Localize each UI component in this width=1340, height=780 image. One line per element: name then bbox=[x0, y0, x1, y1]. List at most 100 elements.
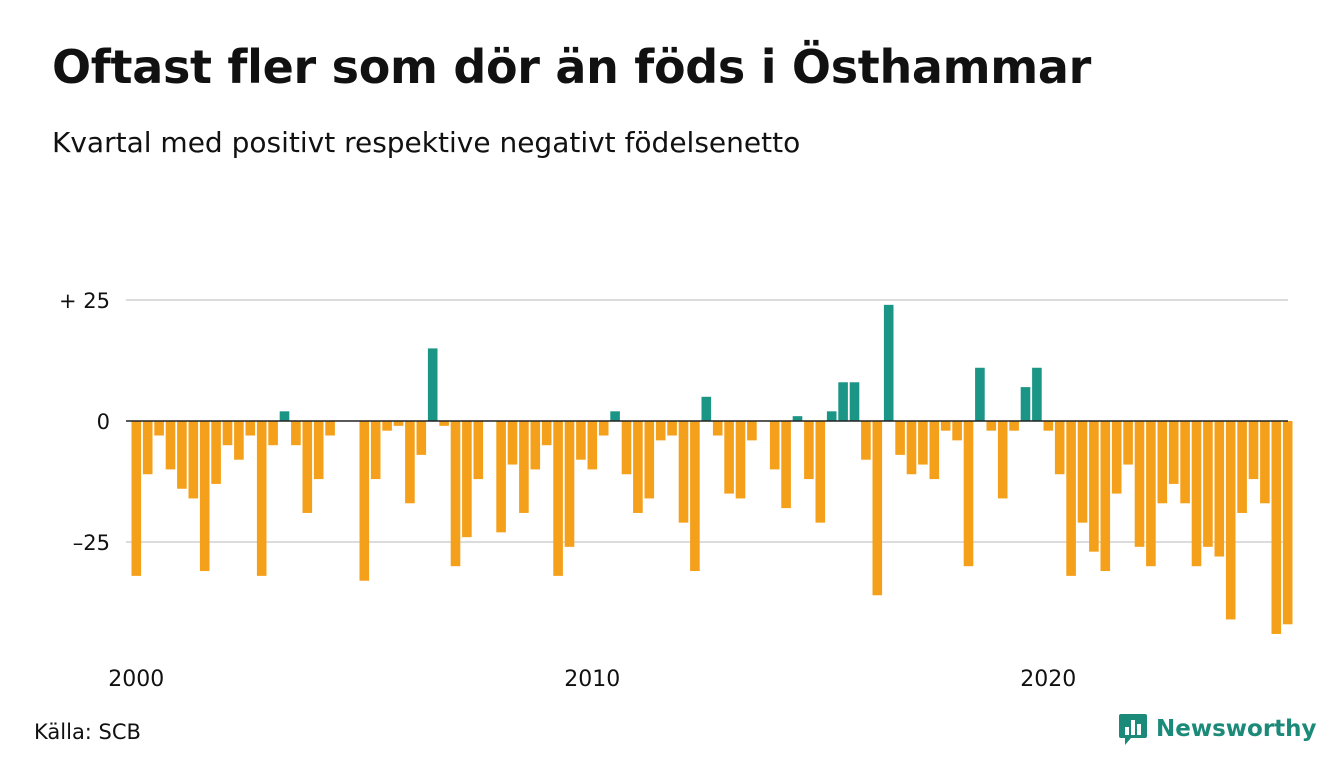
y-tick-label: + 25 bbox=[59, 289, 110, 313]
bar-negative bbox=[1123, 421, 1133, 465]
bar-positive bbox=[975, 367, 985, 421]
bar-negative bbox=[1111, 421, 1122, 494]
bar-negative bbox=[861, 421, 871, 460]
bar-negative bbox=[188, 421, 199, 499]
bar-negative bbox=[952, 421, 962, 441]
chart-title: Oftast fler som dör än föds i Östhammar bbox=[52, 40, 1092, 94]
bar-negative bbox=[1214, 421, 1225, 557]
bar-negative bbox=[598, 421, 609, 436]
bar-negative bbox=[564, 421, 575, 547]
bar-negative bbox=[1157, 421, 1168, 504]
bar-negative bbox=[735, 421, 746, 499]
bar-negative bbox=[359, 421, 370, 581]
bar-negative bbox=[633, 421, 643, 513]
bar-positive bbox=[883, 304, 894, 421]
chart-subtitle: Kvartal med positivt respektive negativt… bbox=[52, 126, 801, 159]
bar-negative bbox=[1168, 421, 1179, 484]
x-tick-label: 2020 bbox=[1020, 667, 1076, 692]
axes: + 25 0 –25 2000 2010 2020 bbox=[59, 289, 1288, 692]
bar-negative bbox=[655, 421, 666, 441]
bar-negative bbox=[245, 421, 256, 436]
bar-negative bbox=[222, 421, 233, 446]
bar-negative bbox=[940, 421, 951, 431]
bar-negative bbox=[576, 421, 586, 460]
x-tick-label: 2010 bbox=[564, 667, 620, 692]
bar-negative bbox=[1260, 421, 1270, 504]
bar-positive bbox=[838, 382, 848, 421]
bar-negative bbox=[1009, 421, 1019, 431]
bar-negative bbox=[1077, 421, 1088, 523]
bar-positive bbox=[849, 382, 860, 421]
bar-negative bbox=[1203, 421, 1213, 547]
bar-positive bbox=[792, 416, 803, 421]
bar-negative bbox=[450, 421, 461, 567]
bar-chart-logo-icon bbox=[1119, 714, 1147, 745]
bar-negative bbox=[496, 421, 506, 533]
bar-negative bbox=[895, 421, 905, 455]
bar-positive bbox=[610, 411, 620, 421]
bar-negative bbox=[370, 421, 381, 480]
bar-positive bbox=[1020, 387, 1031, 421]
bar-negative bbox=[416, 421, 427, 455]
bar-negative bbox=[530, 421, 541, 470]
bar-negative bbox=[986, 421, 997, 431]
bar-negative bbox=[815, 421, 826, 523]
bar-negative bbox=[165, 421, 176, 470]
bar-negative bbox=[382, 421, 392, 431]
bar-negative bbox=[712, 421, 723, 436]
bar-negative bbox=[177, 421, 187, 489]
bar-negative bbox=[997, 421, 1008, 499]
bar-negative bbox=[302, 421, 313, 513]
bar-negative bbox=[473, 421, 484, 480]
bar-negative bbox=[1146, 421, 1156, 567]
bar-negative bbox=[667, 421, 677, 436]
bar-negative bbox=[211, 421, 221, 484]
bar-negative bbox=[234, 421, 244, 460]
bar-negative bbox=[462, 421, 472, 538]
bar-negative bbox=[256, 421, 267, 576]
source-note: Källa: SCB bbox=[34, 720, 141, 744]
bar-negative bbox=[1134, 421, 1145, 547]
bar-negative bbox=[313, 421, 324, 480]
bar-negative bbox=[519, 421, 529, 513]
bar-negative bbox=[1180, 421, 1190, 504]
bar-negative bbox=[1089, 421, 1099, 552]
bar-negative bbox=[1282, 421, 1293, 625]
bar-negative bbox=[1225, 421, 1236, 620]
bar-negative bbox=[1248, 421, 1259, 480]
bar-negative bbox=[690, 421, 700, 572]
bar-negative bbox=[1043, 421, 1054, 431]
bar-positive bbox=[279, 411, 290, 421]
bar-negative bbox=[1191, 421, 1202, 567]
bar-negative bbox=[131, 421, 142, 576]
bar-negative bbox=[1066, 421, 1076, 576]
bar-positive bbox=[701, 396, 712, 421]
bar-negative bbox=[769, 421, 780, 470]
bar-negative bbox=[1100, 421, 1111, 572]
brand-name: Newsworthy bbox=[1156, 716, 1317, 742]
bar-negative bbox=[587, 421, 598, 470]
bar-negative bbox=[872, 421, 883, 596]
bar-negative bbox=[918, 421, 928, 465]
bar-negative bbox=[1054, 421, 1065, 475]
y-tick-label: 0 bbox=[97, 410, 110, 434]
bar-negative bbox=[553, 421, 563, 576]
x-tick-label: 2000 bbox=[108, 667, 164, 692]
bar-negative bbox=[678, 421, 689, 523]
bar-negative bbox=[963, 421, 974, 567]
bar-negative bbox=[439, 421, 449, 426]
bar-negative bbox=[325, 421, 335, 436]
bar-negative bbox=[405, 421, 415, 504]
newsworthy-logo: Newsworthy bbox=[1118, 712, 1317, 746]
bar-negative bbox=[621, 421, 632, 475]
bar-negative bbox=[142, 421, 153, 475]
bar-negative bbox=[268, 421, 278, 446]
bar-negative bbox=[747, 421, 757, 441]
bar-negative bbox=[541, 421, 552, 446]
bar-negative bbox=[393, 421, 404, 426]
bar-negative bbox=[199, 421, 210, 572]
bars bbox=[131, 304, 1293, 634]
bar-positive bbox=[826, 411, 837, 421]
bar-negative bbox=[507, 421, 518, 465]
